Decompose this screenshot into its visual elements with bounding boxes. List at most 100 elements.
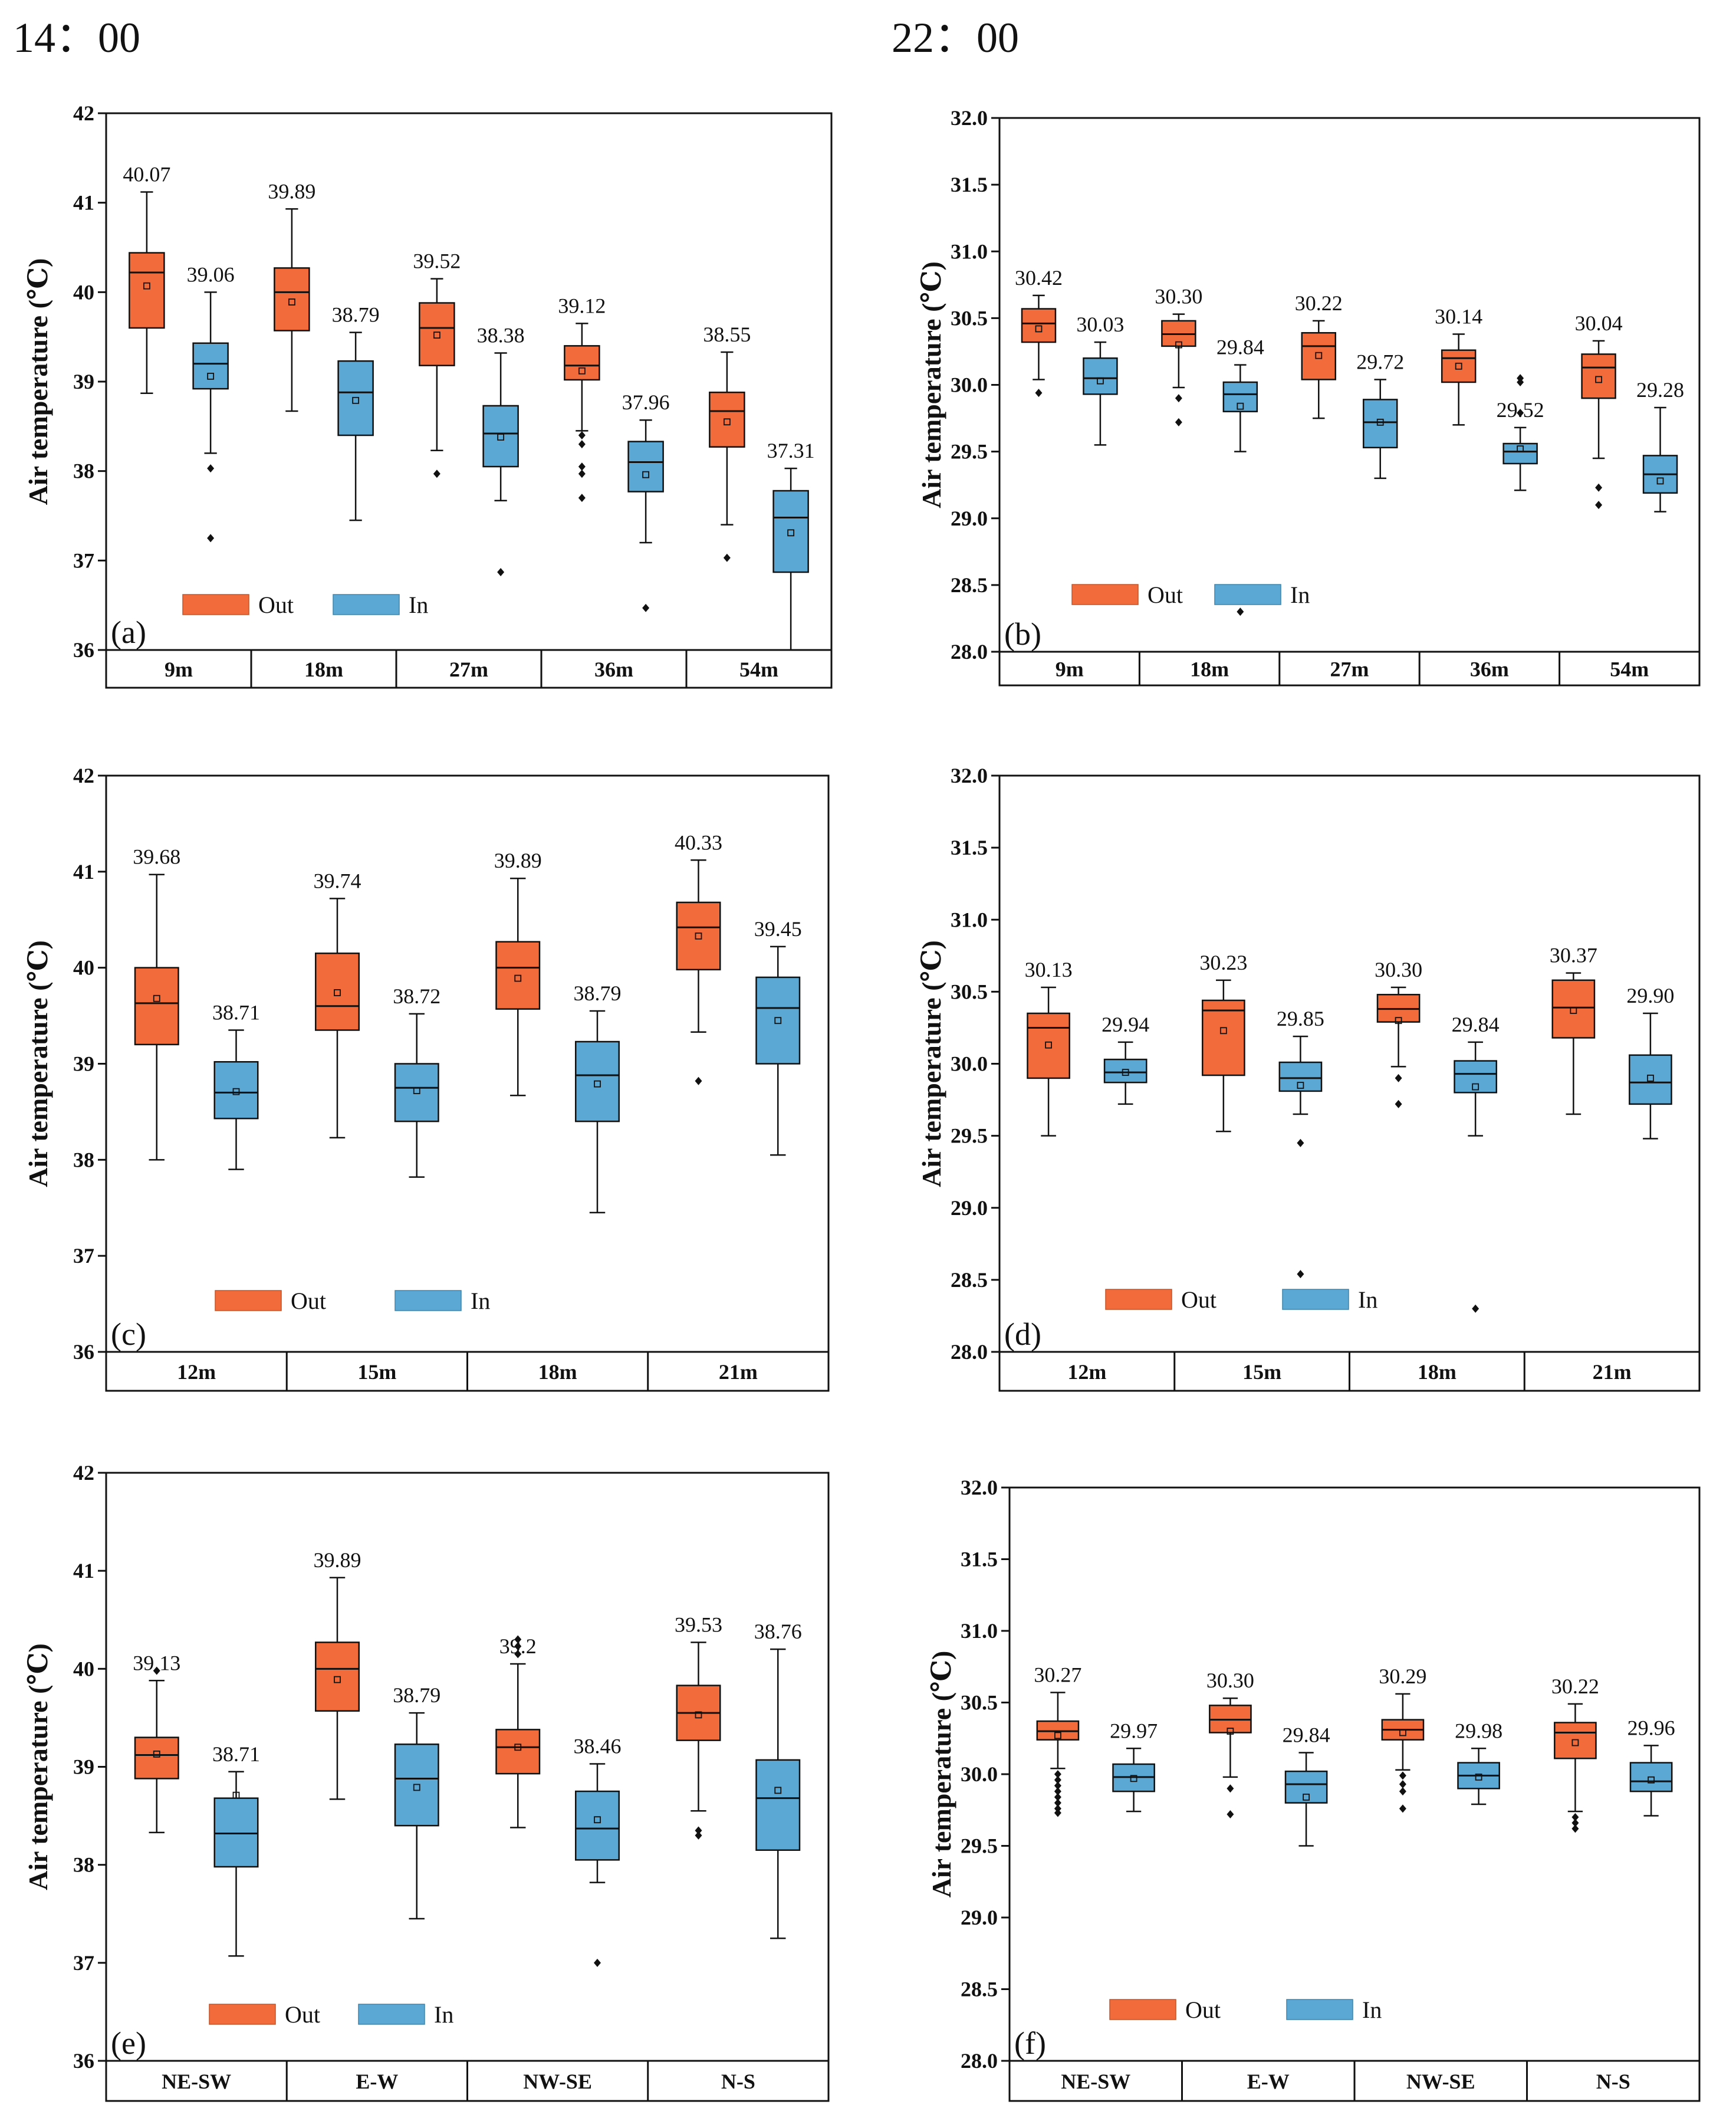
y-tick-label: 30.5 [961, 1691, 998, 1715]
box-iqr [419, 302, 455, 366]
y-axis-label: Air temperature (℃) [23, 940, 53, 1187]
outlier-point [1054, 1808, 1061, 1817]
legend-out-swatch [182, 594, 249, 615]
legend-out-label: Out [258, 592, 294, 618]
in-box-27m: 29.72 [1356, 350, 1404, 480]
outlier-point [1595, 501, 1603, 510]
mean-value-label: 30.22 [1551, 1675, 1599, 1698]
category-band-1 [998, 651, 1701, 687]
out-box-27m: 39.52 [413, 249, 461, 478]
outlier-point [695, 1831, 702, 1840]
y-tick-label: 29.5 [951, 440, 988, 464]
y-tick-label: 29.0 [951, 1196, 988, 1220]
category-label: 18m [304, 658, 343, 681]
category-label: NW-SE [523, 2070, 592, 2093]
mean-value-label: 39.13 [133, 1651, 180, 1675]
box-mean-marker [232, 1791, 240, 1799]
category-label: 18m [538, 1360, 577, 1384]
box-mean-marker [232, 1088, 240, 1095]
mean-value-label: 38.79 [574, 981, 622, 1005]
outlier-point [578, 469, 586, 478]
in-box-36m: 29.52 [1497, 374, 1544, 491]
mean-value-label: 39.53 [675, 1613, 722, 1636]
outlier-point [1175, 418, 1182, 426]
outlier-point [1054, 1775, 1061, 1784]
outlier-point [594, 1958, 601, 1967]
box-mean-marker [413, 1784, 420, 1791]
outlier-point [1035, 389, 1043, 398]
mean-value-label: 38.79 [393, 1683, 440, 1707]
category-label: 12m [177, 1360, 216, 1384]
y-tick-label: 28.5 [951, 1268, 988, 1292]
mean-value-label: 29.85 [1277, 1007, 1324, 1030]
legend-in-label: In [1290, 582, 1310, 608]
mean-value-label: 39.45 [754, 917, 802, 941]
mean-value-label: 38.71 [212, 1742, 260, 1766]
y-tick-label: 36 [73, 2049, 94, 2073]
category-label: E-W [356, 2070, 398, 2093]
outlier-point [1571, 1818, 1579, 1827]
in-box-N-S: 38.76 [754, 1620, 802, 1939]
in-box-18m: 29.84 [1452, 1013, 1500, 1313]
box-mean-marker [642, 471, 650, 478]
box-mean-marker [1455, 362, 1462, 370]
y-tick-label: 37 [73, 1244, 94, 1268]
y-axis-label: Air temperature (℃) [916, 940, 946, 1187]
out-box-36m: 30.14 [1435, 305, 1482, 426]
y-tick-label: 39 [73, 1052, 94, 1076]
outlier-point [1054, 1787, 1061, 1796]
y-tick-label: 36 [73, 1340, 94, 1364]
out-box-NE-SW: 30.27 [1034, 1663, 1081, 1817]
mean-value-label: 30.30 [1206, 1669, 1254, 1692]
box-iqr [1027, 1012, 1070, 1079]
outlier-point [1237, 608, 1244, 616]
in-box-N-S: 29.96 [1628, 1716, 1675, 1817]
y-tick-label: 28.0 [951, 1340, 988, 1364]
box-mean-marker [1656, 477, 1664, 485]
legend-in-label: In [471, 1288, 490, 1314]
box-iqr [1629, 1054, 1672, 1105]
box-mean-marker [352, 396, 360, 404]
box-mean-marker [1475, 1773, 1482, 1781]
box-mean-marker [514, 1744, 522, 1751]
y-axis-label: Air temperature (℃) [23, 258, 53, 505]
in-box-12m: 38.71 [212, 1001, 260, 1170]
legend-in-label: In [434, 2001, 453, 2028]
box-iqr [1629, 1762, 1673, 1792]
category-label: 18m [1190, 658, 1229, 681]
mean-value-label: 40.07 [123, 162, 170, 186]
outlier-point [1399, 1804, 1406, 1813]
category-label: 18m [1418, 1360, 1456, 1384]
out-box-N-S: 39.53 [675, 1613, 722, 1840]
box-iqr [564, 345, 600, 381]
outlier-point [153, 1666, 160, 1675]
box-mean-marker [334, 989, 341, 996]
in-box-21m: 39.45 [754, 917, 802, 1156]
out-box-9m: 30.42 [1015, 266, 1063, 398]
legend-out-swatch [1071, 584, 1139, 605]
outlier-point [1395, 1099, 1402, 1108]
box-mean-marker [1648, 1776, 1655, 1784]
outlier-point [1054, 1770, 1061, 1778]
box-iqr [1103, 1058, 1148, 1084]
category-label: 27m [1330, 658, 1369, 681]
mean-value-label: 39.06 [187, 262, 235, 286]
y-axis-label: Air temperature (℃) [23, 1643, 53, 1890]
y-tick-label: 42 [73, 764, 94, 787]
in-box-18m: 38.79 [332, 303, 380, 521]
mean-value-label: 30.30 [1375, 958, 1422, 981]
box-mean-marker [1315, 352, 1323, 359]
category-label: 15m [357, 1360, 396, 1384]
y-axis-label: Air temperature (℃) [916, 261, 946, 508]
mean-value-label: 29.84 [1216, 336, 1264, 359]
outlier-point [1297, 1138, 1304, 1147]
mean-value-label: 38.79 [332, 303, 380, 327]
box-iqr [676, 901, 721, 971]
y-tick-label: 31.0 [961, 1619, 998, 1643]
box-iqr [1222, 381, 1258, 412]
y-tick-label: 36 [73, 638, 94, 662]
mean-value-label: 39.74 [314, 869, 361, 892]
box-iqr [1201, 999, 1245, 1076]
legend-out-swatch [215, 1290, 282, 1311]
outlier-point [497, 568, 505, 577]
